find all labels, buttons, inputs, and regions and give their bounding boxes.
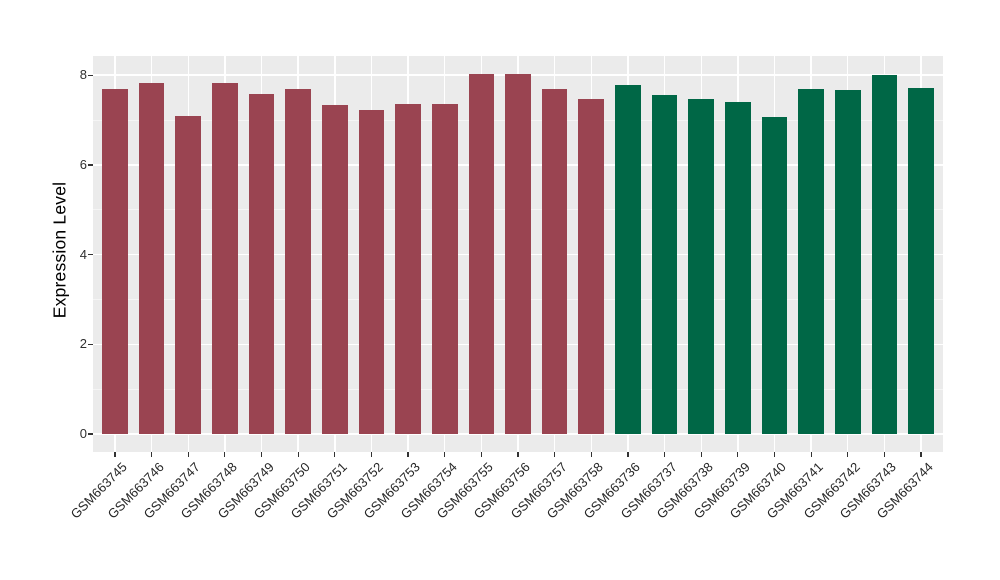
- x-tick-mark: [224, 452, 226, 457]
- y-tick-mark: [88, 74, 93, 76]
- plot-panel: [93, 56, 943, 452]
- x-tick-mark: [334, 452, 336, 457]
- x-tick-mark: [297, 452, 299, 457]
- x-tick-mark: [370, 452, 373, 457]
- x-tick-mark: [810, 452, 812, 457]
- bar-GSM663751: [321, 105, 348, 435]
- bar-GSM663746: [138, 82, 165, 435]
- bar-GSM663756: [505, 73, 531, 435]
- x-tick-mark: [590, 452, 592, 457]
- y-tick-label: 6: [79, 156, 87, 172]
- x-tick-mark: [663, 452, 666, 457]
- x-tick-mark: [407, 452, 409, 457]
- x-tick-mark: [151, 452, 153, 457]
- bar-GSM663739: [725, 101, 751, 435]
- x-tick-mark: [444, 452, 446, 457]
- bar-GSM663745: [102, 88, 128, 435]
- bar-GSM663747: [175, 115, 202, 435]
- bar-GSM663744: [908, 88, 934, 435]
- bar-GSM663752: [358, 109, 385, 435]
- bar-GSM663736: [615, 84, 641, 435]
- x-tick-mark: [554, 452, 556, 457]
- bar-GSM663757: [541, 88, 568, 435]
- y-tick-mark: [88, 254, 93, 256]
- y-gridline: [93, 433, 943, 435]
- x-tick-mark: [480, 452, 482, 457]
- x-tick-mark: [700, 452, 702, 457]
- bar-GSM663758: [578, 99, 605, 435]
- bar-GSM663748: [212, 82, 238, 435]
- x-tick-mark: [627, 452, 629, 457]
- x-tick-mark: [737, 452, 739, 457]
- bar-GSM663741: [798, 89, 824, 435]
- y-tick-mark: [88, 343, 93, 345]
- x-tick-mark: [847, 452, 849, 457]
- x-tick-mark: [187, 452, 189, 457]
- y-tick-label: 0: [79, 426, 87, 442]
- x-tick-mark: [114, 452, 116, 457]
- bar-GSM663754: [431, 103, 458, 435]
- y-tick-mark: [88, 433, 93, 435]
- bar-GSM663749: [248, 93, 275, 435]
- bar-GSM663737: [651, 95, 678, 435]
- y-tick-mark: [88, 164, 93, 166]
- y-tick-label: 2: [79, 336, 87, 352]
- bar-GSM663743: [871, 74, 898, 435]
- x-tick-mark: [920, 452, 922, 457]
- y-tick-label: 8: [79, 67, 87, 83]
- bar-GSM663738: [688, 98, 714, 435]
- bar-GSM663753: [395, 104, 421, 435]
- bar-GSM663750: [285, 89, 311, 435]
- y-tick-label: 4: [79, 246, 87, 262]
- x-tick-mark: [883, 452, 885, 457]
- bar-GSM663740: [761, 117, 788, 435]
- x-tick-mark: [517, 452, 519, 457]
- x-tick-mark: [773, 452, 776, 457]
- x-tick-mark: [260, 452, 263, 457]
- bar-GSM663742: [834, 89, 861, 435]
- bar-GSM663755: [468, 74, 495, 435]
